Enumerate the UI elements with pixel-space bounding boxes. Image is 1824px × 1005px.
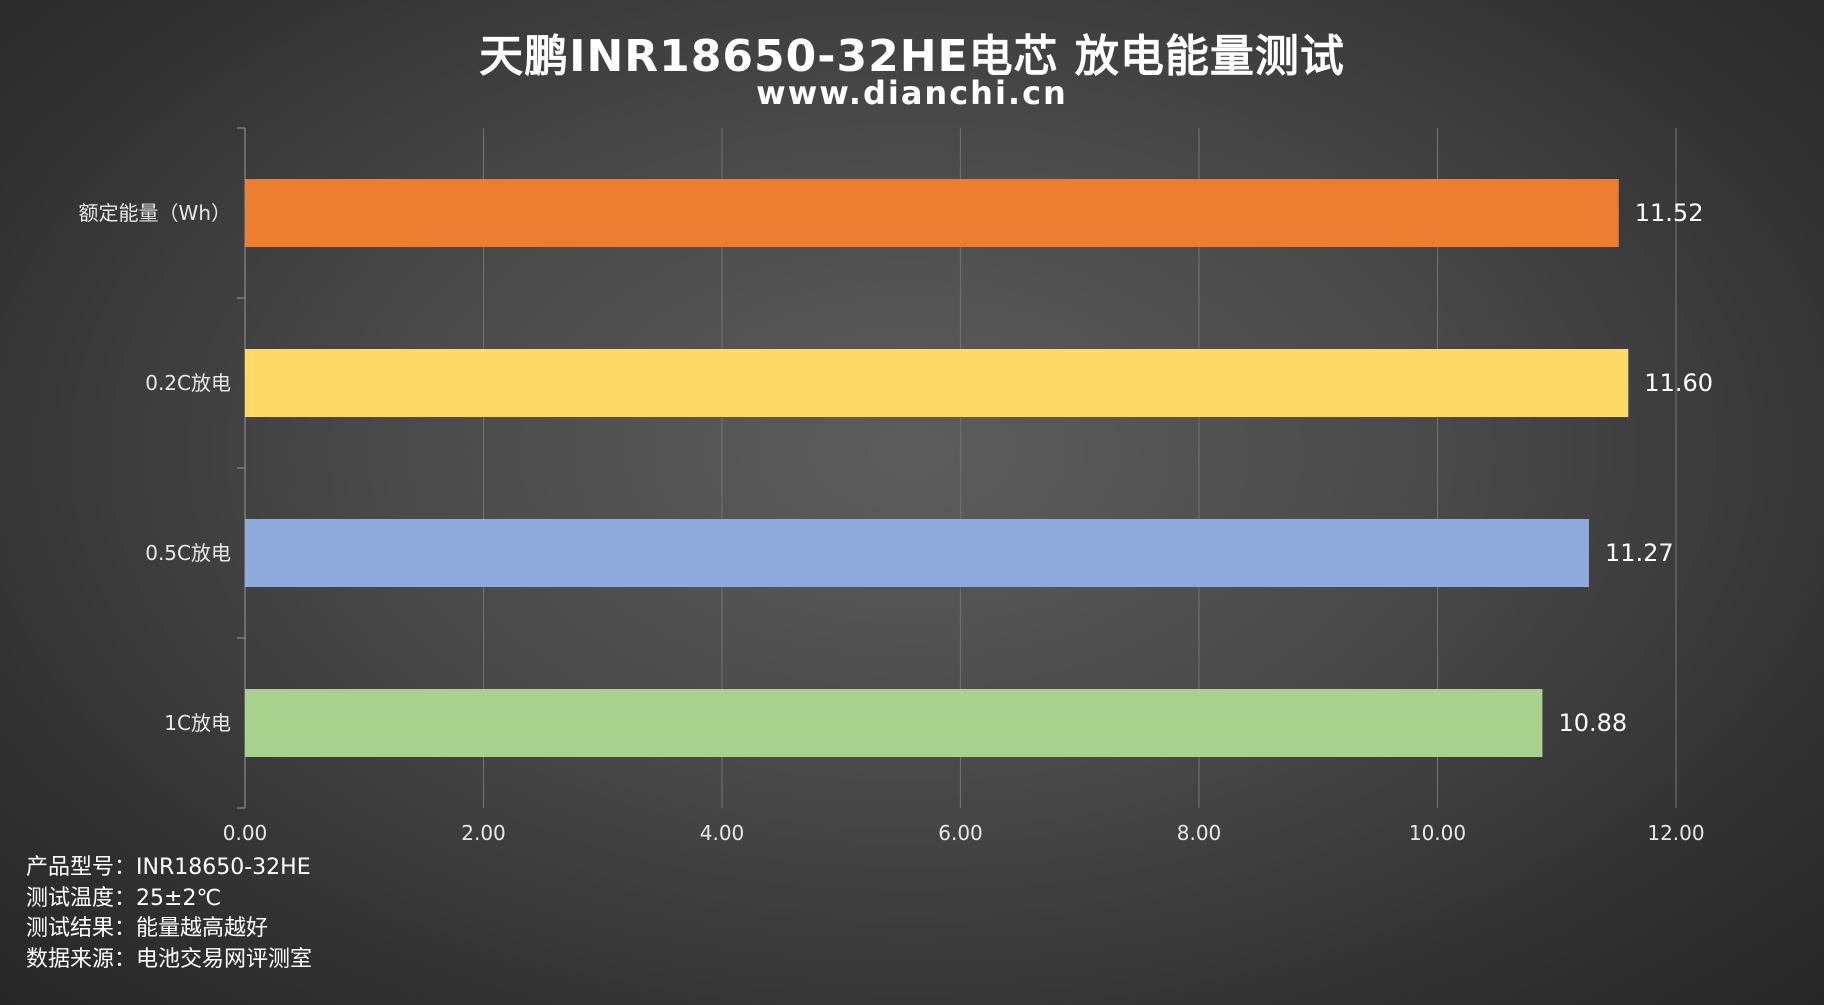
chart-title: 天鹏INR18650-32HE电芯 放电能量测试 bbox=[479, 31, 1345, 82]
bar-value-label: 11.60 bbox=[1644, 369, 1713, 397]
bar bbox=[245, 179, 1619, 247]
bar bbox=[245, 349, 1629, 417]
x-tick-label: 8.00 bbox=[1177, 821, 1222, 845]
x-tick-label: 12.00 bbox=[1647, 821, 1704, 845]
bar bbox=[245, 689, 1543, 757]
x-tick-label: 0.00 bbox=[223, 821, 268, 845]
note-temperature: 测试温度：25±2℃ bbox=[26, 885, 222, 911]
x-tick-label: 2.00 bbox=[461, 821, 506, 845]
bar-value-label: 10.88 bbox=[1558, 709, 1627, 737]
bars bbox=[245, 179, 1629, 757]
chart-subtitle: www.dianchi.cn bbox=[756, 74, 1068, 112]
y-axis bbox=[237, 127, 246, 809]
note-result: 测试结果：能量越高越好 bbox=[26, 916, 269, 941]
test-notes: 产品型号：INR18650-32HE 测试温度：25±2℃ 测试结果：能量越高越… bbox=[26, 853, 312, 975]
category-label: 0.2C放电 bbox=[145, 371, 231, 395]
x-tick-labels: 0.00 2.00 4.00 6.00 8.00 10.00 12.00 bbox=[223, 821, 1705, 845]
bar-value-label: 11.52 bbox=[1635, 199, 1704, 227]
category-label: 1C放电 bbox=[164, 711, 231, 735]
note-source: 数据来源：电池交易网评测室 bbox=[26, 946, 313, 972]
category-label: 0.5C放电 bbox=[145, 541, 231, 565]
x-tick-label: 4.00 bbox=[700, 821, 745, 845]
x-tick-label: 10.00 bbox=[1409, 821, 1466, 845]
category-labels: 额定能量（Wh） 0.2C放电 0.5C放电 1C放电 bbox=[79, 201, 231, 735]
value-labels: 11.52 11.60 11.27 10.88 bbox=[1558, 199, 1713, 737]
bar bbox=[245, 519, 1589, 587]
category-label: 额定能量（Wh） bbox=[79, 201, 231, 225]
bar-value-label: 11.27 bbox=[1605, 539, 1674, 567]
note-model: 产品型号：INR18650-32HE bbox=[26, 855, 311, 880]
x-tick-label: 6.00 bbox=[938, 821, 983, 845]
